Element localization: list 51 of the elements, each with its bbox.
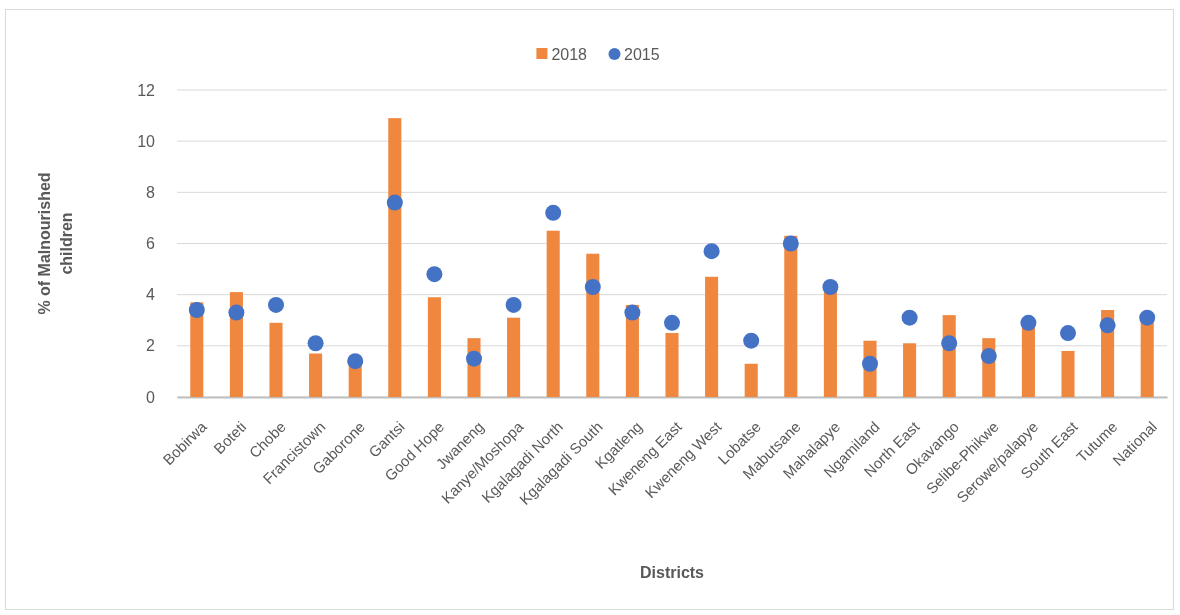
point <box>782 235 799 252</box>
point <box>862 355 878 372</box>
point <box>1060 325 1076 342</box>
y-tick-label: 0 <box>146 388 156 406</box>
y-tick-label: 6 <box>146 235 156 253</box>
point <box>307 335 324 352</box>
bar <box>1140 320 1154 397</box>
bar <box>823 289 837 397</box>
point <box>624 304 641 321</box>
point <box>188 302 205 318</box>
bar <box>1061 350 1075 397</box>
point <box>228 304 245 321</box>
legend-label: 2018 <box>551 45 588 63</box>
point <box>584 279 601 295</box>
point <box>1139 309 1156 326</box>
bar <box>427 297 441 397</box>
y-tick-label: 10 <box>137 132 156 150</box>
bar <box>507 317 521 397</box>
point <box>941 335 958 352</box>
bar <box>269 322 283 397</box>
bar <box>309 353 323 397</box>
legend-label: 2015 <box>624 45 660 63</box>
y-tick-label: 4 <box>146 286 156 304</box>
point <box>901 309 918 326</box>
point <box>466 350 482 367</box>
point <box>703 243 720 260</box>
point <box>980 348 997 365</box>
point <box>426 266 443 283</box>
bar <box>1021 325 1035 397</box>
bar <box>388 118 402 397</box>
point <box>664 314 680 331</box>
point <box>347 353 364 370</box>
y-tick-label: 8 <box>146 183 156 201</box>
point <box>1020 314 1037 331</box>
bar <box>665 333 679 397</box>
bar <box>546 230 560 397</box>
bar <box>705 276 719 397</box>
point <box>268 296 284 313</box>
x-axis-title: Districts <box>639 564 705 581</box>
point <box>743 332 760 349</box>
point <box>822 279 839 295</box>
y-tick-label: 2 <box>146 337 156 355</box>
point <box>545 204 562 221</box>
bar <box>744 363 758 397</box>
y-axis-title: % of Malnourished children <box>36 172 75 315</box>
point <box>1099 317 1116 334</box>
bar <box>784 235 798 397</box>
bar <box>903 343 917 397</box>
point <box>505 296 522 313</box>
point <box>386 194 403 211</box>
y-tick-label: 12 <box>137 81 156 99</box>
